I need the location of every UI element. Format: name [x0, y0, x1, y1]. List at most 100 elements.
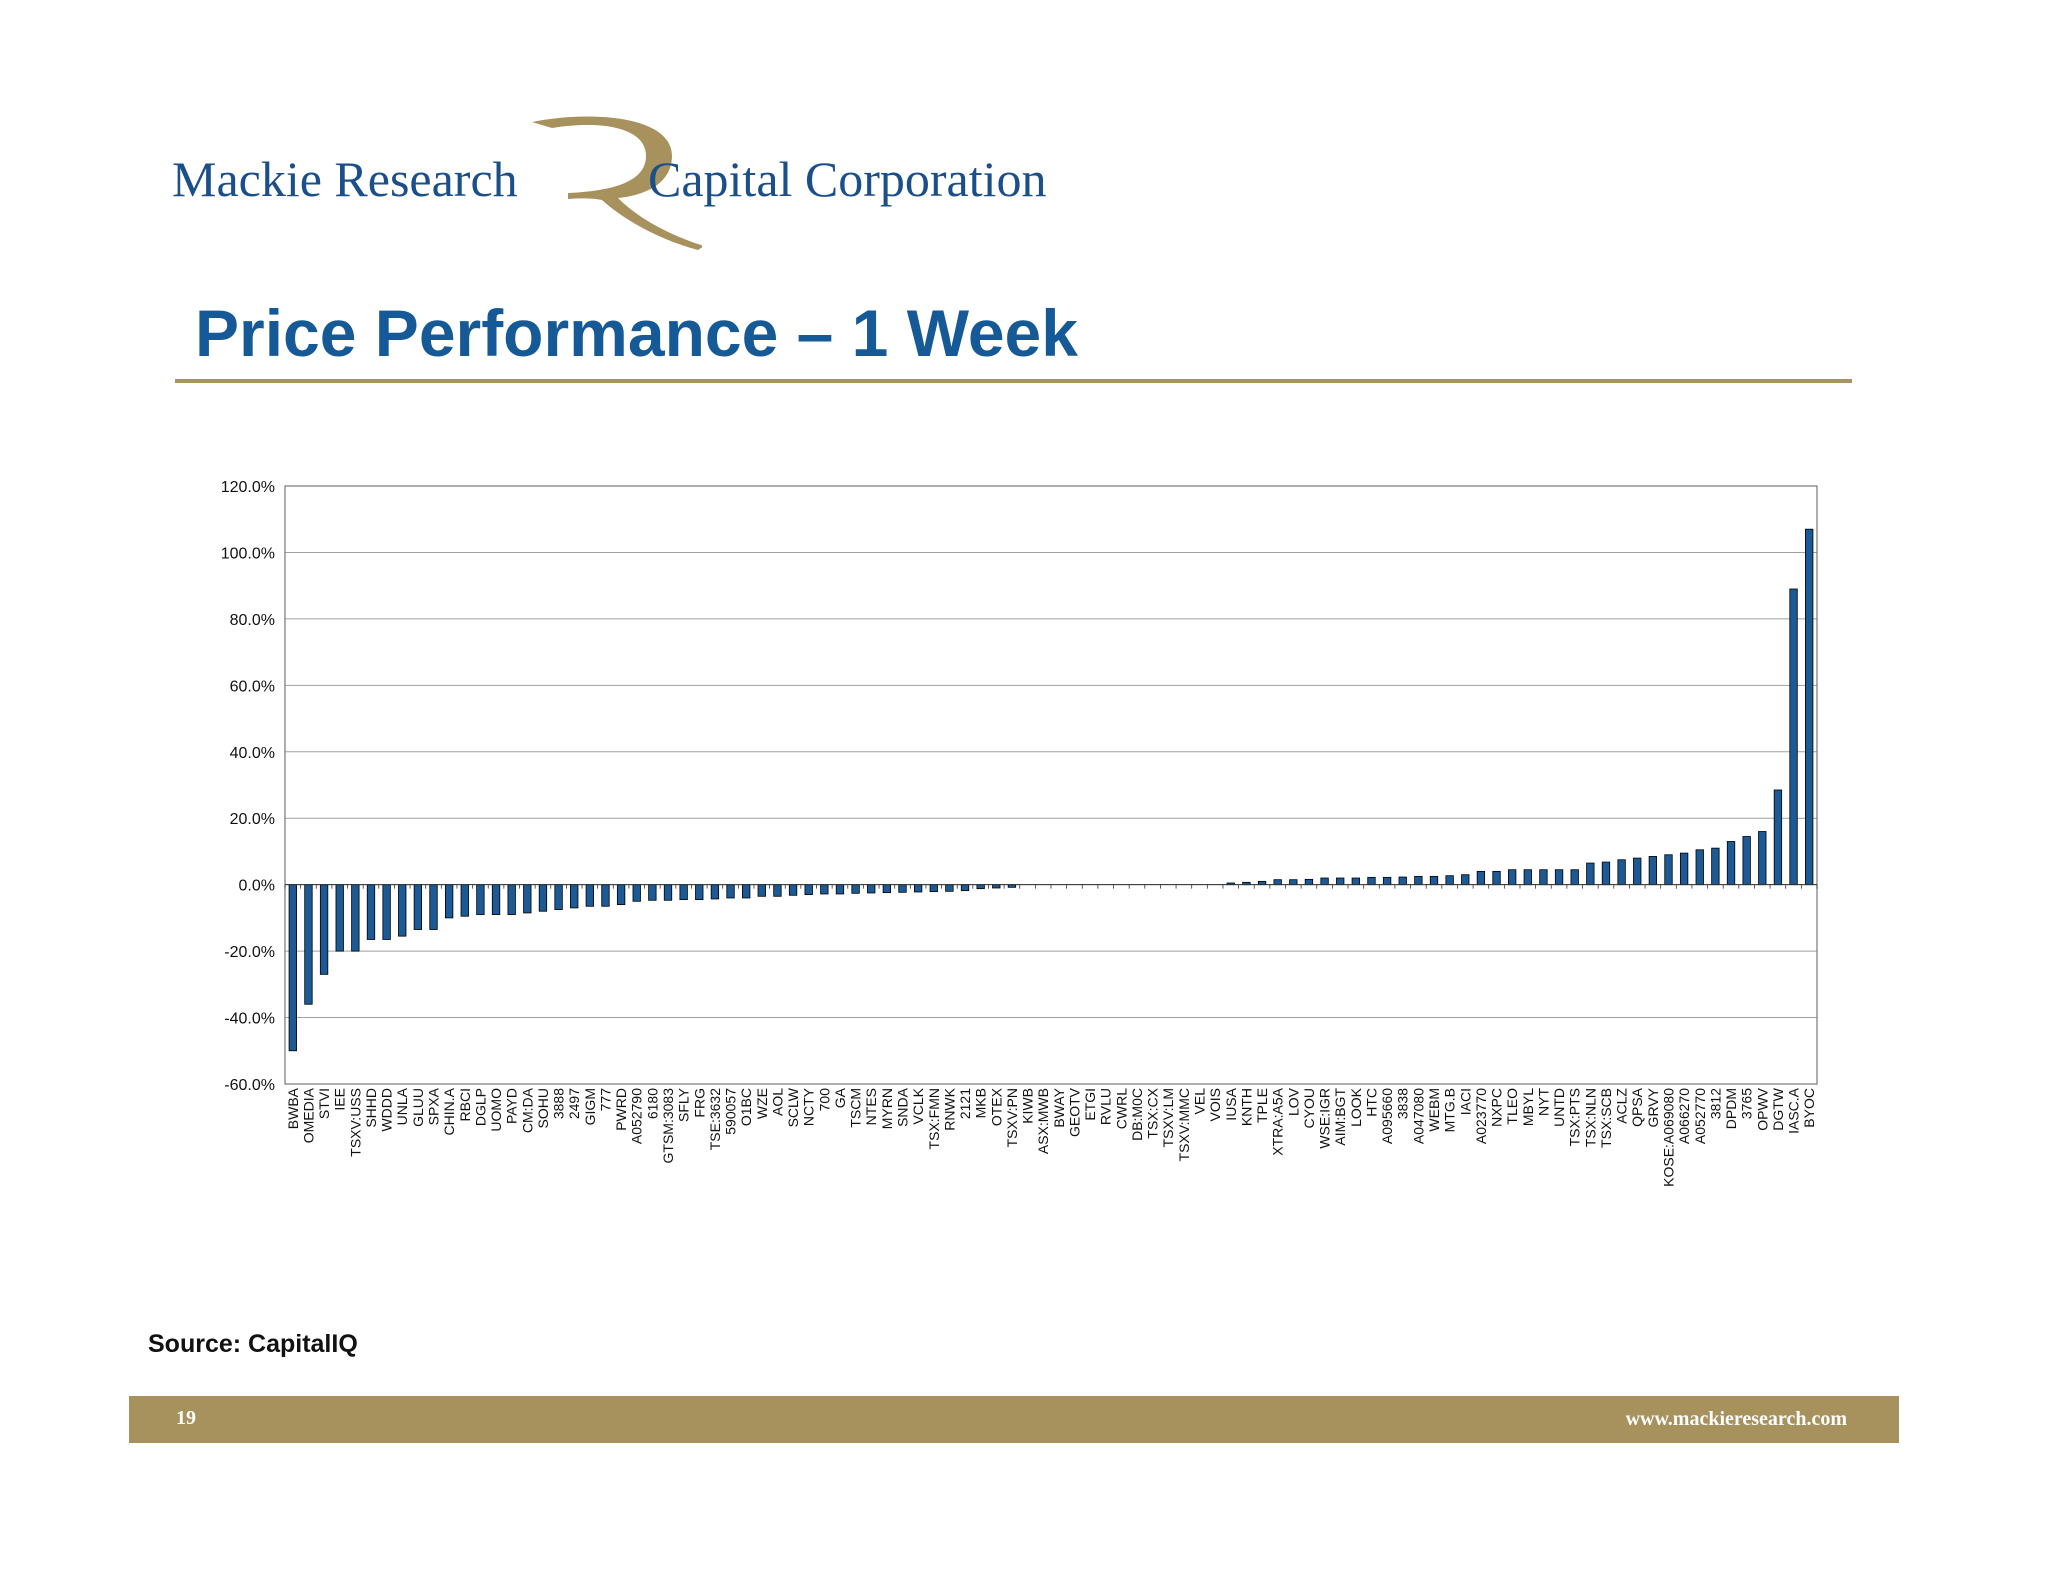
- x-tick-label: RNWK: [941, 1087, 957, 1130]
- x-tick-label: BYOC: [1801, 1088, 1817, 1128]
- x-tick-label: TSE:3632: [707, 1088, 723, 1150]
- x-tick-label: NYT: [1535, 1088, 1551, 1116]
- x-tick-label: GA: [832, 1087, 848, 1108]
- bar: [1805, 528, 1814, 886]
- y-tick-label: 40.0%: [230, 745, 275, 762]
- x-tick-label: KNTH: [1238, 1088, 1254, 1126]
- x-tick-label: ACLZ: [1614, 1088, 1630, 1124]
- bar: [554, 884, 563, 910]
- bar: [1273, 879, 1282, 886]
- bar: [429, 884, 438, 930]
- bar: [1492, 870, 1501, 886]
- bar: [1617, 859, 1626, 886]
- bar: [835, 884, 845, 895]
- x-tick-label: A095660: [1379, 1088, 1395, 1144]
- bar: [1711, 847, 1720, 886]
- x-tick-label: 2121: [957, 1088, 973, 1119]
- bar: [867, 884, 876, 894]
- x-tick-label: 3838: [1395, 1088, 1411, 1119]
- x-tick-label: DGLP: [472, 1088, 488, 1126]
- bar: [538, 884, 548, 912]
- y-tick-label: -60.0%: [224, 1077, 275, 1094]
- x-tick-label: UNTD: [1551, 1088, 1567, 1127]
- bar: [976, 884, 985, 890]
- x-tick-label: 590057: [723, 1088, 739, 1135]
- bar: [632, 884, 641, 902]
- x-tick-label: RBCI: [457, 1088, 473, 1121]
- x-tick-label: DPDM: [1723, 1088, 1739, 1129]
- x-tick-label: CHIN.A: [441, 1087, 457, 1135]
- x-tick-label: GRVY: [1645, 1087, 1661, 1127]
- x-tick-label: AIM:BGT: [1332, 1088, 1348, 1146]
- x-tick-label: LOOK: [1348, 1087, 1364, 1127]
- bar: [1398, 876, 1407, 886]
- x-tick-label: GEOTV: [1066, 1087, 1082, 1137]
- bar: [1414, 875, 1423, 886]
- bar: [804, 884, 813, 896]
- bar: [1476, 870, 1486, 886]
- x-tick-label: CM:DA: [519, 1087, 535, 1133]
- x-tick-label: SCLW: [785, 1087, 801, 1127]
- y-tick-label: 100.0%: [221, 545, 275, 562]
- x-tick-label: MYRN: [879, 1088, 895, 1129]
- bar: [1461, 874, 1470, 886]
- x-tick-label: GIGM: [582, 1088, 598, 1125]
- source-note: Source: CapitalIQ: [148, 1330, 358, 1358]
- website-url: www.mackieresearch.com: [1625, 1408, 1847, 1430]
- x-tick-label: TSX:PTS: [1567, 1088, 1583, 1146]
- x-tick-label: OTEX: [988, 1087, 1004, 1126]
- bar: [460, 884, 469, 917]
- bar: [945, 884, 954, 892]
- y-tick-label: 60.0%: [230, 678, 275, 695]
- bar: [444, 884, 454, 919]
- x-tick-label: TSXV:USS: [347, 1088, 363, 1157]
- x-tick-label: 3888: [551, 1088, 567, 1119]
- x-tick-label: SOHU: [535, 1088, 551, 1128]
- bar: [1554, 869, 1564, 886]
- x-tick-label: TSX:CX: [1145, 1087, 1161, 1138]
- bar: [585, 884, 594, 907]
- x-tick-label: A047080: [1410, 1088, 1426, 1144]
- x-tick-label: NXPC: [1489, 1088, 1505, 1127]
- x-tick-label: TSXV:LM: [1160, 1088, 1176, 1147]
- x-tick-label: OMEDIA: [300, 1087, 316, 1143]
- y-tick-label: 20.0%: [230, 811, 275, 828]
- x-tick-label: HTC: [1363, 1088, 1379, 1117]
- bar: [1508, 869, 1517, 886]
- x-tick-label: TSXV:PN: [1004, 1088, 1020, 1147]
- bar: [1539, 869, 1548, 886]
- x-tick-label: CWRL: [1113, 1088, 1129, 1129]
- x-tick-label: WDDD: [379, 1088, 395, 1132]
- bar: [491, 884, 501, 915]
- bar: [382, 884, 391, 940]
- x-tick-label: 6180: [644, 1088, 660, 1119]
- bar: [1742, 836, 1751, 886]
- x-tick-label: LOV: [1285, 1087, 1301, 1116]
- x-tick-label: SPXA: [426, 1087, 442, 1125]
- logo-text-left: Mackie Research: [172, 151, 518, 207]
- footer-bar: 19 www.mackieresearch.com: [129, 1396, 1899, 1443]
- bar: [1304, 878, 1314, 886]
- x-tick-label: MBYL: [1520, 1088, 1536, 1126]
- x-tick-label: O1BC: [738, 1088, 754, 1126]
- bar: [695, 884, 704, 901]
- company-logo: Mackie Research Capital Corporation: [172, 108, 1072, 258]
- bar: [960, 884, 970, 892]
- logo-text-right: Capital Corporation: [648, 151, 1047, 207]
- x-tick-label: TSXV:MMC: [1176, 1088, 1192, 1161]
- bar: [1695, 849, 1704, 886]
- x-tick-label: VEL: [1192, 1088, 1208, 1115]
- bar: [1289, 879, 1298, 886]
- y-tick-label: 80.0%: [230, 612, 275, 629]
- x-tick-label: PWRD: [613, 1088, 629, 1131]
- x-tick-label: DGTW: [1770, 1087, 1786, 1131]
- bar: [304, 884, 313, 1005]
- bar: [601, 884, 610, 907]
- x-tick-label: TPLE: [1254, 1088, 1270, 1123]
- bar: [1523, 869, 1532, 886]
- x-tick-label: TSCM: [848, 1088, 864, 1128]
- x-tick-label: UOMO: [488, 1088, 504, 1132]
- bar: [570, 884, 579, 909]
- x-tick-label: VCLK: [910, 1087, 926, 1124]
- x-tick-label: BWAY: [1051, 1087, 1067, 1127]
